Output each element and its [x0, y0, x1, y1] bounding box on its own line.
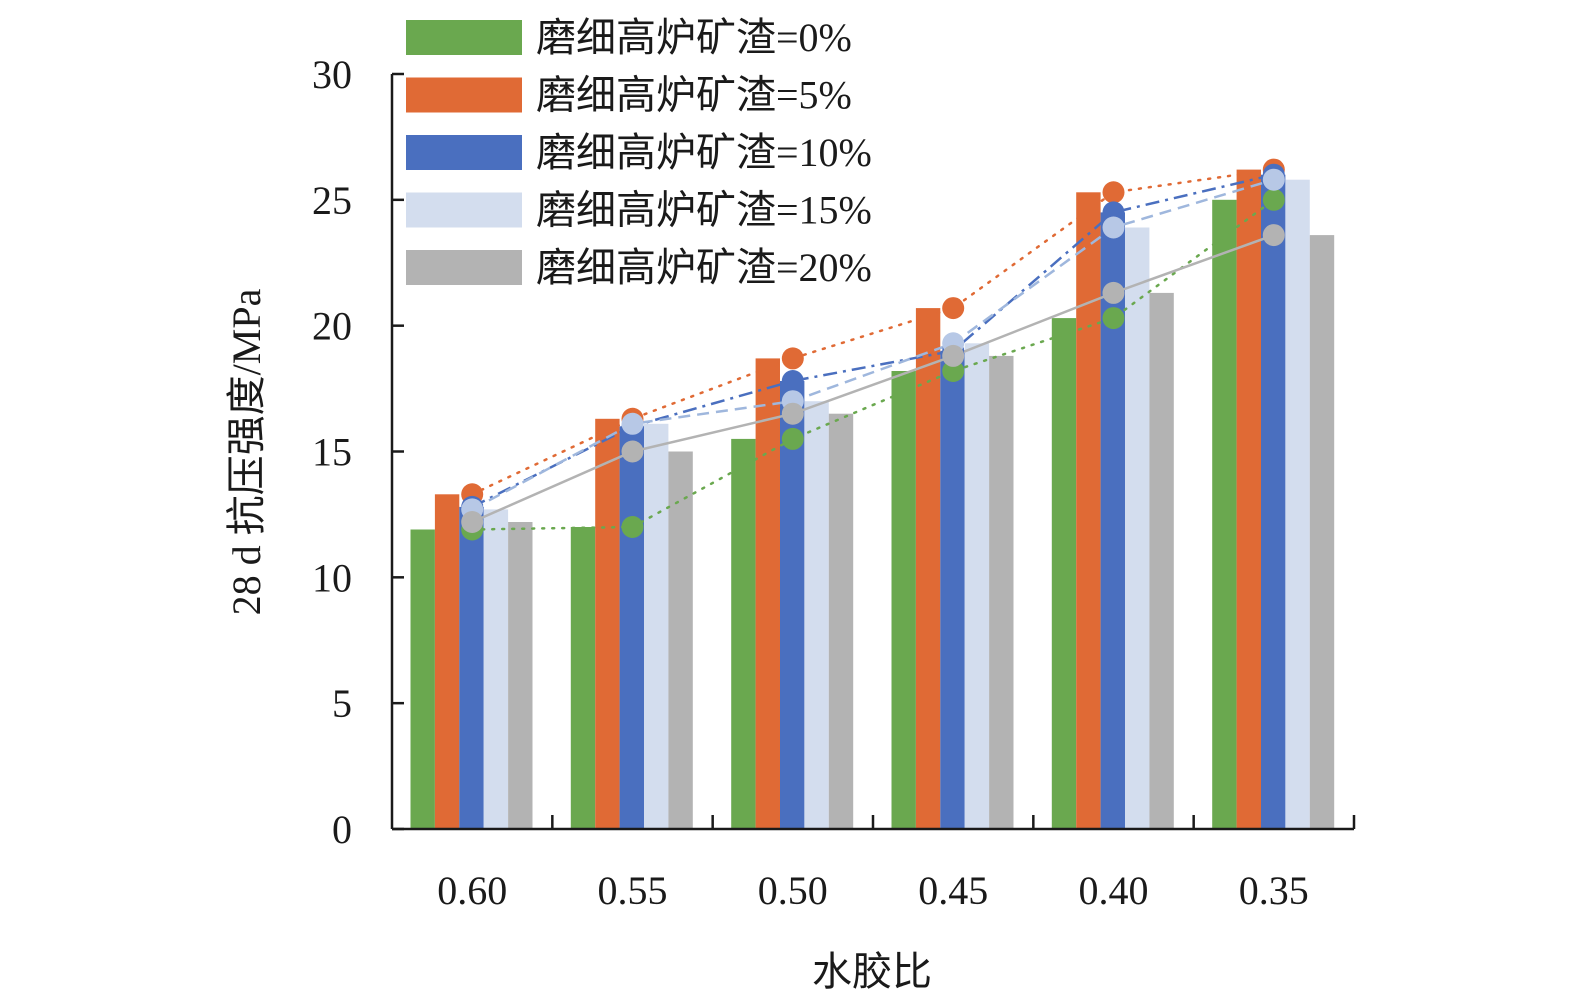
- marker-s0-c3: [942, 360, 965, 382]
- bar-s0-c5: [1212, 199, 1237, 830]
- bar-s2-c3: [940, 350, 965, 829]
- legend-swatch-3: [406, 192, 522, 228]
- x-tick-label: 0.55: [598, 868, 668, 913]
- bar-s4-c4: [1149, 292, 1174, 829]
- bar-s0-c4: [1051, 318, 1077, 829]
- y-tick-label: 10: [312, 555, 352, 600]
- legend-swatch-2: [406, 135, 522, 170]
- marker-s0-c2: [781, 427, 804, 450]
- trend-line-s1: [470, 168, 1276, 496]
- legend-label-2: 磨细高炉矿渣=10%: [536, 130, 872, 175]
- y-tick-label: 5: [332, 681, 352, 726]
- legend-swatch-1: [406, 77, 522, 113]
- x-tick-label: 0.50: [758, 868, 828, 913]
- bar-s0-c2: [731, 438, 756, 829]
- legend-label-4: 磨细高炉矿渣=20%: [536, 245, 872, 290]
- marker-s1-c4: [1102, 181, 1125, 204]
- marker-s2-c2: [781, 370, 804, 392]
- y-tick-label: 25: [312, 178, 352, 223]
- markers-layer: [461, 158, 1285, 541]
- y-tick-label: 30: [312, 52, 352, 97]
- marker-s1-c3: [942, 297, 965, 320]
- marker-s3-c1: [621, 412, 644, 435]
- marker-s0-c4: [1102, 307, 1125, 330]
- bar-s3-c4: [1125, 227, 1150, 829]
- y-tick-label: 0: [332, 807, 352, 852]
- bar-s4-c3: [989, 355, 1014, 829]
- bar-s1-c4: [1076, 192, 1101, 830]
- x-axis-label: 水胶比: [812, 949, 932, 994]
- marker-s4-c1: [621, 440, 644, 463]
- bar-s4-c2: [828, 413, 854, 829]
- marker-s0-c1: [621, 516, 644, 538]
- marker-s4-c5: [1262, 224, 1285, 247]
- bar-s0-c3: [891, 371, 916, 829]
- bars-layer: [410, 169, 1335, 830]
- bar-s2-c5: [1261, 174, 1286, 829]
- legend-swatch-0: [406, 20, 522, 55]
- marker-s0-c5: [1262, 188, 1285, 211]
- bar-s2-c0: [459, 506, 484, 829]
- tick-labels: 0 5 10 15 20 25 30 0.60 0.55 0.50 0.45 0.40 0.35: [312, 52, 1309, 913]
- bar-s1-c2: [755, 358, 780, 829]
- bar-s3-c2: [804, 401, 829, 829]
- x-tick-label: 0.45: [918, 868, 988, 913]
- bar-s4-c0: [508, 522, 533, 829]
- marker-s4-c3: [942, 344, 965, 367]
- bar-s3-c5: [1285, 179, 1310, 829]
- bar-s2-c4: [1100, 212, 1125, 829]
- y-tick-label: 15: [312, 430, 352, 475]
- bar-s1-c0: [434, 494, 460, 829]
- marker-s3-c4: [1102, 216, 1125, 239]
- bar-s2-c2: [780, 381, 805, 829]
- marker-s1-c2: [781, 347, 804, 370]
- x-tick-label: 0.60: [437, 868, 507, 913]
- marker-s4-c4: [1102, 281, 1125, 304]
- bar-s0-c1: [570, 527, 596, 829]
- y-tick-label: 20: [312, 304, 352, 349]
- trend-line-s2: [471, 173, 1275, 509]
- legend-label-0: 磨细高炉矿渣=0%: [536, 15, 852, 60]
- trend-line-s0: [470, 198, 1276, 531]
- bar-s1-c3: [915, 308, 941, 830]
- bar-s1-c5: [1236, 169, 1261, 830]
- bar-s4-c1: [668, 451, 693, 829]
- legend-label-3: 磨细高炉矿渣=15%: [536, 188, 872, 233]
- plot-area: [410, 158, 1335, 830]
- bar-s3-c1: [644, 423, 669, 829]
- marker-s2-c4: [1102, 201, 1125, 224]
- trend-lines-layer: [470, 168, 1276, 531]
- axes: [390, 72, 1356, 831]
- y-axis-label: 28 d 抗压强度/MPa: [224, 288, 269, 615]
- bar-s1-c1: [595, 418, 620, 829]
- bar-s3-c3: [964, 343, 990, 829]
- bar-s4-c5: [1309, 235, 1335, 830]
- trend-line-s4: [471, 233, 1275, 524]
- bar-s0-c0: [410, 529, 435, 829]
- x-tick-label: 0.40: [1079, 868, 1149, 913]
- trend-line-s3: [471, 178, 1275, 511]
- legend: 磨细高炉矿渣=0% 磨细高炉矿渣=5% 磨细高炉矿渣=10% 磨细高炉矿渣=15% 磨细…: [406, 15, 872, 290]
- marker-s3-c5: [1262, 168, 1285, 191]
- x-tick-label: 0.35: [1239, 868, 1309, 913]
- marker-s4-c0: [461, 511, 484, 533]
- marker-s4-c2: [781, 402, 804, 425]
- bar-s2-c1: [619, 426, 644, 829]
- legend-label-1: 磨细高炉矿渣=5%: [536, 73, 852, 118]
- legend-swatch-4: [406, 250, 522, 285]
- bar-s3-c0: [483, 509, 509, 829]
